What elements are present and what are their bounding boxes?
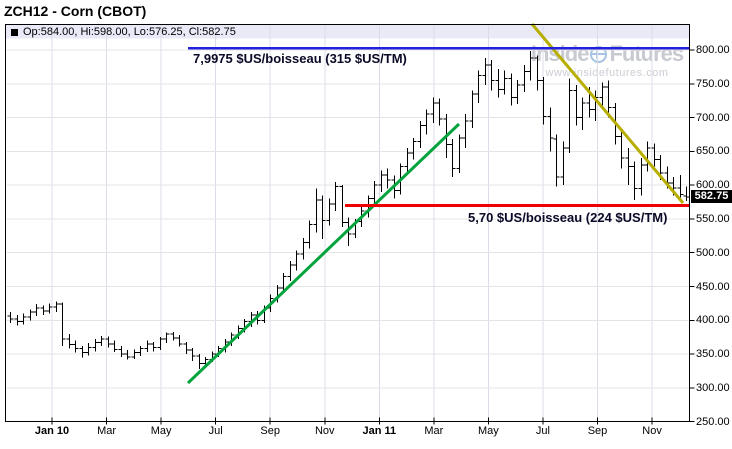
legend-strip-bg [5, 24, 690, 39]
y-axis-label: 600.00 [696, 179, 730, 192]
x-axis-label: Jan 11 [362, 425, 397, 437]
x-axis-label: Jan 10 [34, 425, 70, 437]
y-axis-label: 800.00 [696, 44, 730, 57]
resistance-label: 7,9975 $US/boisseau (315 $US/TM) [193, 51, 407, 66]
x-axis-label: Sep [260, 425, 280, 437]
x-axis-label: Jul [208, 425, 223, 437]
y-axis-label: 750.00 [696, 77, 730, 90]
support-label: 5,70 $US/boisseau (224 $US/TM) [468, 210, 668, 225]
ohlc-legend: Op:584.00, Hi:598.00, Lo:576.25, Cl:582.… [11, 25, 236, 39]
y-axis-label: 700.00 [696, 111, 730, 124]
y-axis-label: 400.00 [696, 314, 730, 327]
y-axis-label: 500.00 [696, 246, 730, 259]
y-axis-label: 250.00 [696, 415, 730, 428]
y-axis-label: 550.00 [696, 212, 730, 225]
series-marker-icon [11, 28, 18, 36]
y-axis-label: 450.00 [696, 280, 730, 293]
y-axis-label: 350.00 [696, 348, 730, 361]
x-axis-label: Jul [535, 425, 550, 437]
uptrend-trendline [186, 122, 461, 385]
plot-border [5, 24, 690, 422]
x-axis-label: Nov [314, 425, 335, 437]
ohlc-values: Op:584.00, Hi:598.00, Lo:576.25, Cl:582.… [23, 26, 236, 38]
x-axis-label: May [478, 425, 499, 437]
chart-title: ZCH12 - Corn (CBOT) [4, 3, 147, 19]
last-price-tag: 582.75 [691, 189, 732, 203]
y-axis-label: 650.00 [696, 145, 730, 158]
x-axis-label: Sep [587, 425, 608, 437]
downtrend-trendline [530, 23, 685, 204]
x-axis-label: Mar [97, 425, 117, 437]
x-axis-label: Nov [642, 425, 662, 437]
y-axis-label: 300.00 [696, 381, 730, 394]
x-axis-label: May [150, 425, 172, 437]
x-axis-label: Mar [424, 425, 444, 437]
